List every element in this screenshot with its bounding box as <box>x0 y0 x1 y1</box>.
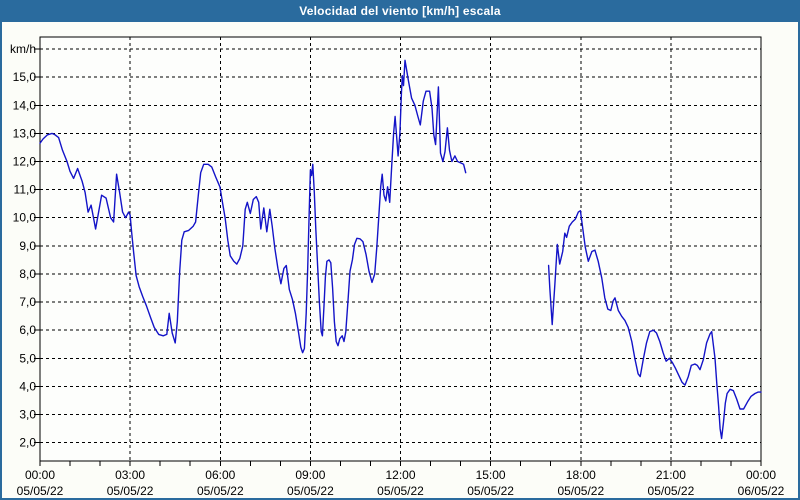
x-tick-time-label: 18:00 <box>566 468 596 482</box>
y-tick-label: 4,0 <box>19 380 36 394</box>
x-tick-time-label: 00:00 <box>746 468 776 482</box>
x-tick-time-label: 00:00 <box>25 468 55 482</box>
y-tick-label: 5,0 <box>19 351 36 365</box>
y-tick-label: 9,0 <box>19 239 36 253</box>
y-tick-label: 6,0 <box>19 323 36 337</box>
x-tick-time-label: 12:00 <box>385 468 415 482</box>
y-tick-label: km/h <box>10 42 36 56</box>
series-wind-speed-kmh <box>39 59 762 440</box>
y-tick-label: 8,0 <box>19 267 36 281</box>
window-title: Velocidad del viento [km/h] escala <box>299 4 501 18</box>
y-tick-label: 15,0 <box>13 70 37 84</box>
x-tick-date-label: 05/05/22 <box>467 484 514 498</box>
x-tick-time-label: 21:00 <box>656 468 686 482</box>
y-tick-label: 2,0 <box>19 436 36 450</box>
x-tick-date-label: 05/05/22 <box>287 484 334 498</box>
y-tick-label: 12,0 <box>13 155 37 169</box>
x-tick-time-label: 03:00 <box>115 468 145 482</box>
x-tick-date-label: 05/05/22 <box>197 484 244 498</box>
y-tick-label: 7,0 <box>19 295 36 309</box>
x-tick-time-label: 09:00 <box>295 468 325 482</box>
y-tick-label: 13,0 <box>13 126 37 140</box>
x-gridlines <box>39 37 762 466</box>
title-bar: Velocidad del viento [km/h] escala <box>0 0 800 22</box>
y-axis-labels: 2,0 3,0 4,0 5,0 6,0 7,0 8,0 9,0 10,0 11,0 12,0 13,0… <box>10 42 36 450</box>
x-tick-time-label: 06:00 <box>205 468 235 482</box>
y-tick-label: 14,0 <box>13 98 37 112</box>
x-tick-date-label: 05/05/22 <box>557 484 604 498</box>
y-tick-label: 10,0 <box>13 211 37 225</box>
wind-speed-line <box>39 59 467 354</box>
x-tick-date-label: 05/05/22 <box>107 484 154 498</box>
y-tick-label: 11,0 <box>14 183 37 197</box>
x-tick-date-label: 05/05/22 <box>17 484 64 498</box>
y-tick-label: 3,0 <box>19 408 36 422</box>
wind-speed-line <box>547 209 762 440</box>
x-tick-date-label: 05/05/22 <box>377 484 424 498</box>
x-tick-date-label: 06/05/22 <box>738 484 785 498</box>
x-tick-time-label: 15:00 <box>476 468 506 482</box>
x-tick-date-label: 05/05/22 <box>648 484 695 498</box>
x-axis-labels: 00:00 05/05/22 03:00 05/05/22 06:00 05/05/22 0… <box>17 468 785 498</box>
